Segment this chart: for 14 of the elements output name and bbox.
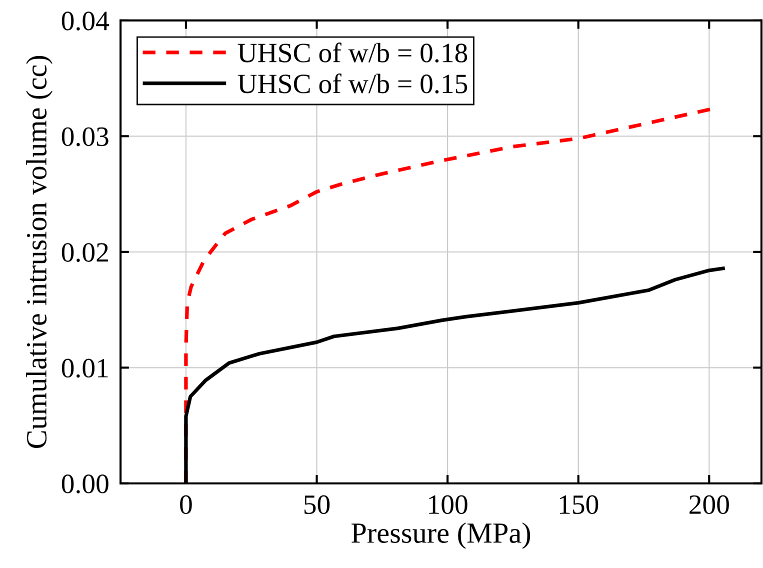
x-tick-label: 50: [304, 495, 330, 514]
legend-label: UHSC of w/b = 0.18: [238, 42, 468, 63]
x-tick-label: 100: [429, 495, 468, 514]
y-tick-label: 0.02: [62, 243, 108, 262]
legend-label: UHSC of w/b = 0.15: [238, 73, 468, 94]
y-tick-label: 0.00: [62, 474, 108, 494]
y-axis-title: Cumulative intrusion volume (cc): [26, 56, 52, 448]
x-tick-label: 0: [180, 495, 192, 514]
x-axis-title: Pressure (MPa): [352, 522, 530, 549]
y-tick-label: 0.01: [62, 358, 108, 378]
x-tick-label: 200: [690, 495, 729, 514]
x-tick-label: 150: [560, 495, 598, 514]
y-tick-label: 0.04: [62, 12, 110, 30]
y-tick-label: 0.03: [62, 127, 108, 146]
